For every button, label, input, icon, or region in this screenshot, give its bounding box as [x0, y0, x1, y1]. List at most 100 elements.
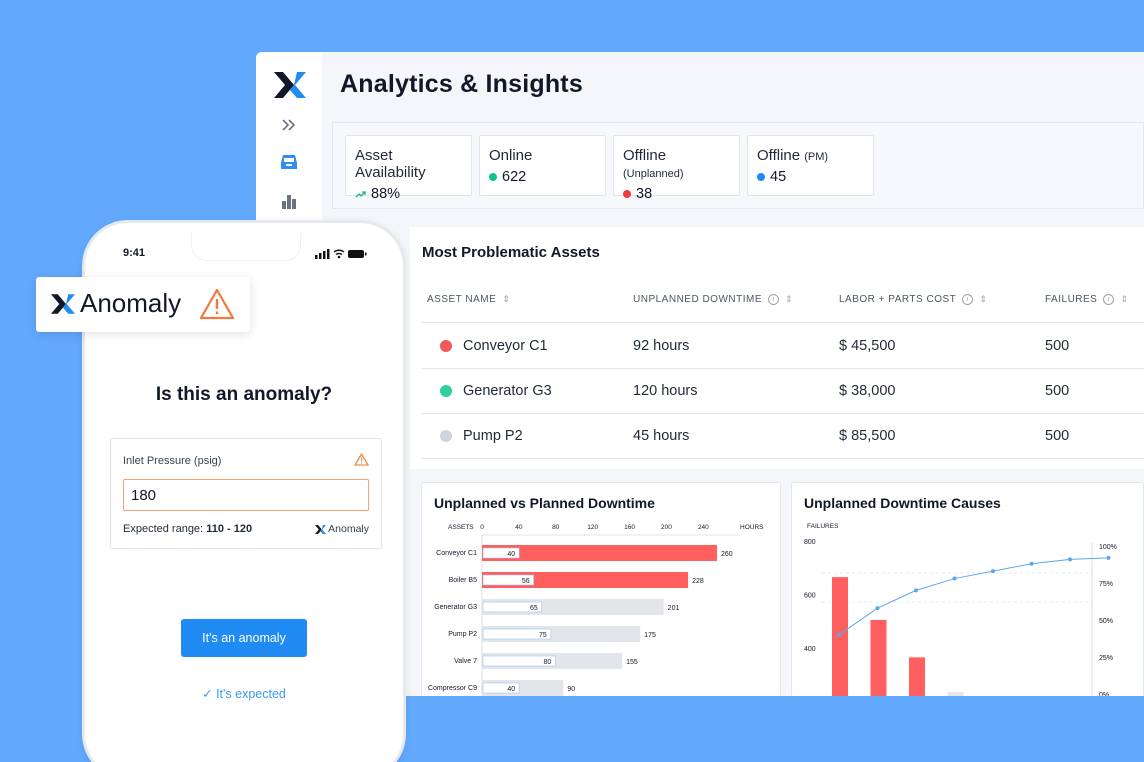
x-tick-label: 40	[515, 524, 523, 531]
kpi-value: 622	[502, 169, 527, 185]
y-tick-label: 600	[804, 593, 816, 600]
asset-failures: 500	[1045, 428, 1070, 444]
asset-downtime: 92 hours	[633, 338, 690, 354]
pct-tick-label: 25%	[1099, 655, 1113, 662]
cumulative-point	[1106, 555, 1111, 560]
asset-downtime: 45 hours	[633, 428, 690, 444]
brand-logo-icon	[51, 294, 75, 314]
status-dot-icon	[757, 173, 765, 181]
sort-icon: ⇕	[1120, 294, 1129, 304]
y-axis-label: ASSETS	[448, 524, 474, 531]
x-tick-label: 0	[480, 524, 484, 531]
column-header-asset-name[interactable]: ASSET NAME ⇕	[427, 294, 510, 305]
expected-value: 110 - 120	[206, 523, 253, 535]
asset-failures: 500	[1045, 338, 1070, 354]
cause-bar	[909, 657, 925, 696]
pressure-input[interactable]	[123, 479, 369, 511]
info-icon[interactable]: i	[1103, 294, 1115, 305]
downtime-chart-card: Unplanned vs Planned Downtime ASSETS HOUR…	[421, 482, 781, 696]
cause-bar	[947, 692, 964, 696]
problematic-assets-panel: Most Problematic Assets ASSET NAME ⇕ UNPL…	[410, 227, 1144, 469]
kpi-sublabel: (Unplanned)	[623, 168, 684, 180]
bar-total-label: 90	[567, 686, 575, 693]
sort-icon: ⇕	[785, 294, 794, 304]
dashboard-window: Analytics & Insights Asset Availability …	[256, 52, 1144, 696]
its-an-anomaly-button[interactable]: It's an anomaly	[181, 619, 307, 657]
column-label: LABOR + PARTS COST	[839, 294, 957, 305]
y-axis-label: FAILURES	[807, 523, 839, 530]
table-header: ASSET NAME ⇕ UNPLANNED DOWNTIME i ⇕ LABOR +…	[422, 285, 1144, 323]
background-band	[406, 696, 1144, 762]
kpi-bar: Asset Availability 88% Online 622 Offlin…	[332, 122, 1144, 209]
column-label: ASSET NAME	[427, 294, 497, 305]
bar-planned	[482, 574, 534, 586]
main-content: Analytics & Insights Asset Availability …	[322, 52, 1144, 696]
downtime-bar-chart: ASSETS HOURS 0 40 80 120 160 200 240 Conveyor C1 4…	[428, 524, 764, 696]
asset-status-dot-icon	[440, 430, 452, 442]
x-axis-label: HOURS	[740, 524, 764, 531]
pressure-card: Inlet Pressure (psig) Expected range: 11…	[110, 438, 382, 549]
bar-total-label: 175	[644, 632, 656, 639]
table-row[interactable]: Pump P2 45 hours $ 85,500 500	[422, 414, 1144, 459]
bar-inner-label: 80	[544, 659, 552, 666]
kpi-asset-availability[interactable]: Asset Availability 88%	[345, 135, 472, 202]
bar-inner-label: 75	[539, 632, 547, 639]
warning-icon	[354, 453, 369, 466]
inbox-icon[interactable]	[278, 151, 300, 173]
bar-total-label: 155	[626, 659, 638, 666]
info-icon[interactable]: i	[962, 294, 974, 305]
column-header-cost[interactable]: LABOR + PARTS COST i ⇕	[839, 294, 987, 305]
cumulative-point	[991, 569, 995, 574]
bar-planned	[482, 682, 520, 694]
kpi-label: Asset Availability	[355, 147, 426, 181]
table-row[interactable]: Generator G3 120 hours $ 38,000 500	[422, 369, 1144, 414]
kpi-value: 38	[636, 186, 653, 202]
kpi-offline-unplanned[interactable]: Offline (Unplanned) 38	[613, 135, 740, 202]
column-header-downtime[interactable]: UNPLANNED DOWNTIME i ⇕	[633, 294, 793, 305]
trend-up-icon	[355, 191, 366, 198]
sort-icon: ⇕	[502, 294, 511, 304]
analytics-icon[interactable]	[278, 190, 300, 212]
expand-sidebar-icon[interactable]	[278, 114, 300, 136]
kpi-label: Offline	[757, 147, 801, 164]
kpi-offline-pm[interactable]: Offline (PM) 45	[747, 135, 874, 196]
table-row[interactable]: Conveyor C1 92 hours $ 45,500 500	[422, 324, 1144, 369]
y-tick-label: 800	[804, 539, 816, 546]
category-label: Boiler B5	[449, 577, 478, 584]
column-header-failures[interactable]: FAILURES i ⇕	[1045, 294, 1128, 305]
field-label: Inlet Pressure (psig)	[123, 455, 222, 467]
asset-downtime: 120 hours	[633, 383, 698, 399]
check-icon: ✓	[202, 687, 217, 701]
asset-name: Conveyor C1	[463, 338, 548, 354]
cumulative-point	[837, 632, 841, 637]
brand-logo-icon	[315, 524, 327, 534]
anomaly-question: Is this an anomaly?	[155, 384, 333, 405]
cumulative-point	[875, 606, 880, 611]
its-expected-button[interactable]: ✓ It's expected	[85, 686, 403, 701]
causes-pareto-chart: FAILURES2004006008000%25%50%75%100%	[804, 523, 1117, 696]
warning-icon	[199, 288, 235, 320]
pct-tick-label: 50%	[1099, 618, 1113, 625]
asset-failures: 500	[1045, 383, 1070, 399]
category-label: Compressor C9	[428, 685, 477, 692]
badge-text: Anomaly	[80, 288, 182, 318]
info-icon[interactable]: i	[768, 294, 780, 305]
brand-logo-icon[interactable]	[274, 72, 306, 98]
cumulative-point	[1029, 561, 1034, 566]
cumulative-point	[1068, 557, 1072, 562]
status-bar-time: 9:41	[123, 247, 146, 259]
bar-total-label: 228	[692, 578, 704, 585]
kpi-online[interactable]: Online 622	[479, 135, 606, 196]
sort-icon: ⇕	[979, 294, 988, 304]
bar-planned	[482, 628, 552, 640]
asset-name: Generator G3	[463, 383, 552, 399]
asset-cost: $ 45,500	[839, 338, 896, 354]
expected-label: Expected range:	[123, 523, 204, 535]
kpi-label: Online	[489, 147, 533, 164]
kpi-value: 45	[770, 169, 787, 185]
brand-tag: Anomaly	[315, 523, 369, 535]
bar-inner-label: 56	[522, 578, 530, 585]
brand-text: Anomaly	[328, 523, 369, 535]
causes-chart-card: Unplanned Downtime Causes FAILURES200400…	[791, 482, 1144, 696]
bar-planned	[482, 547, 520, 559]
